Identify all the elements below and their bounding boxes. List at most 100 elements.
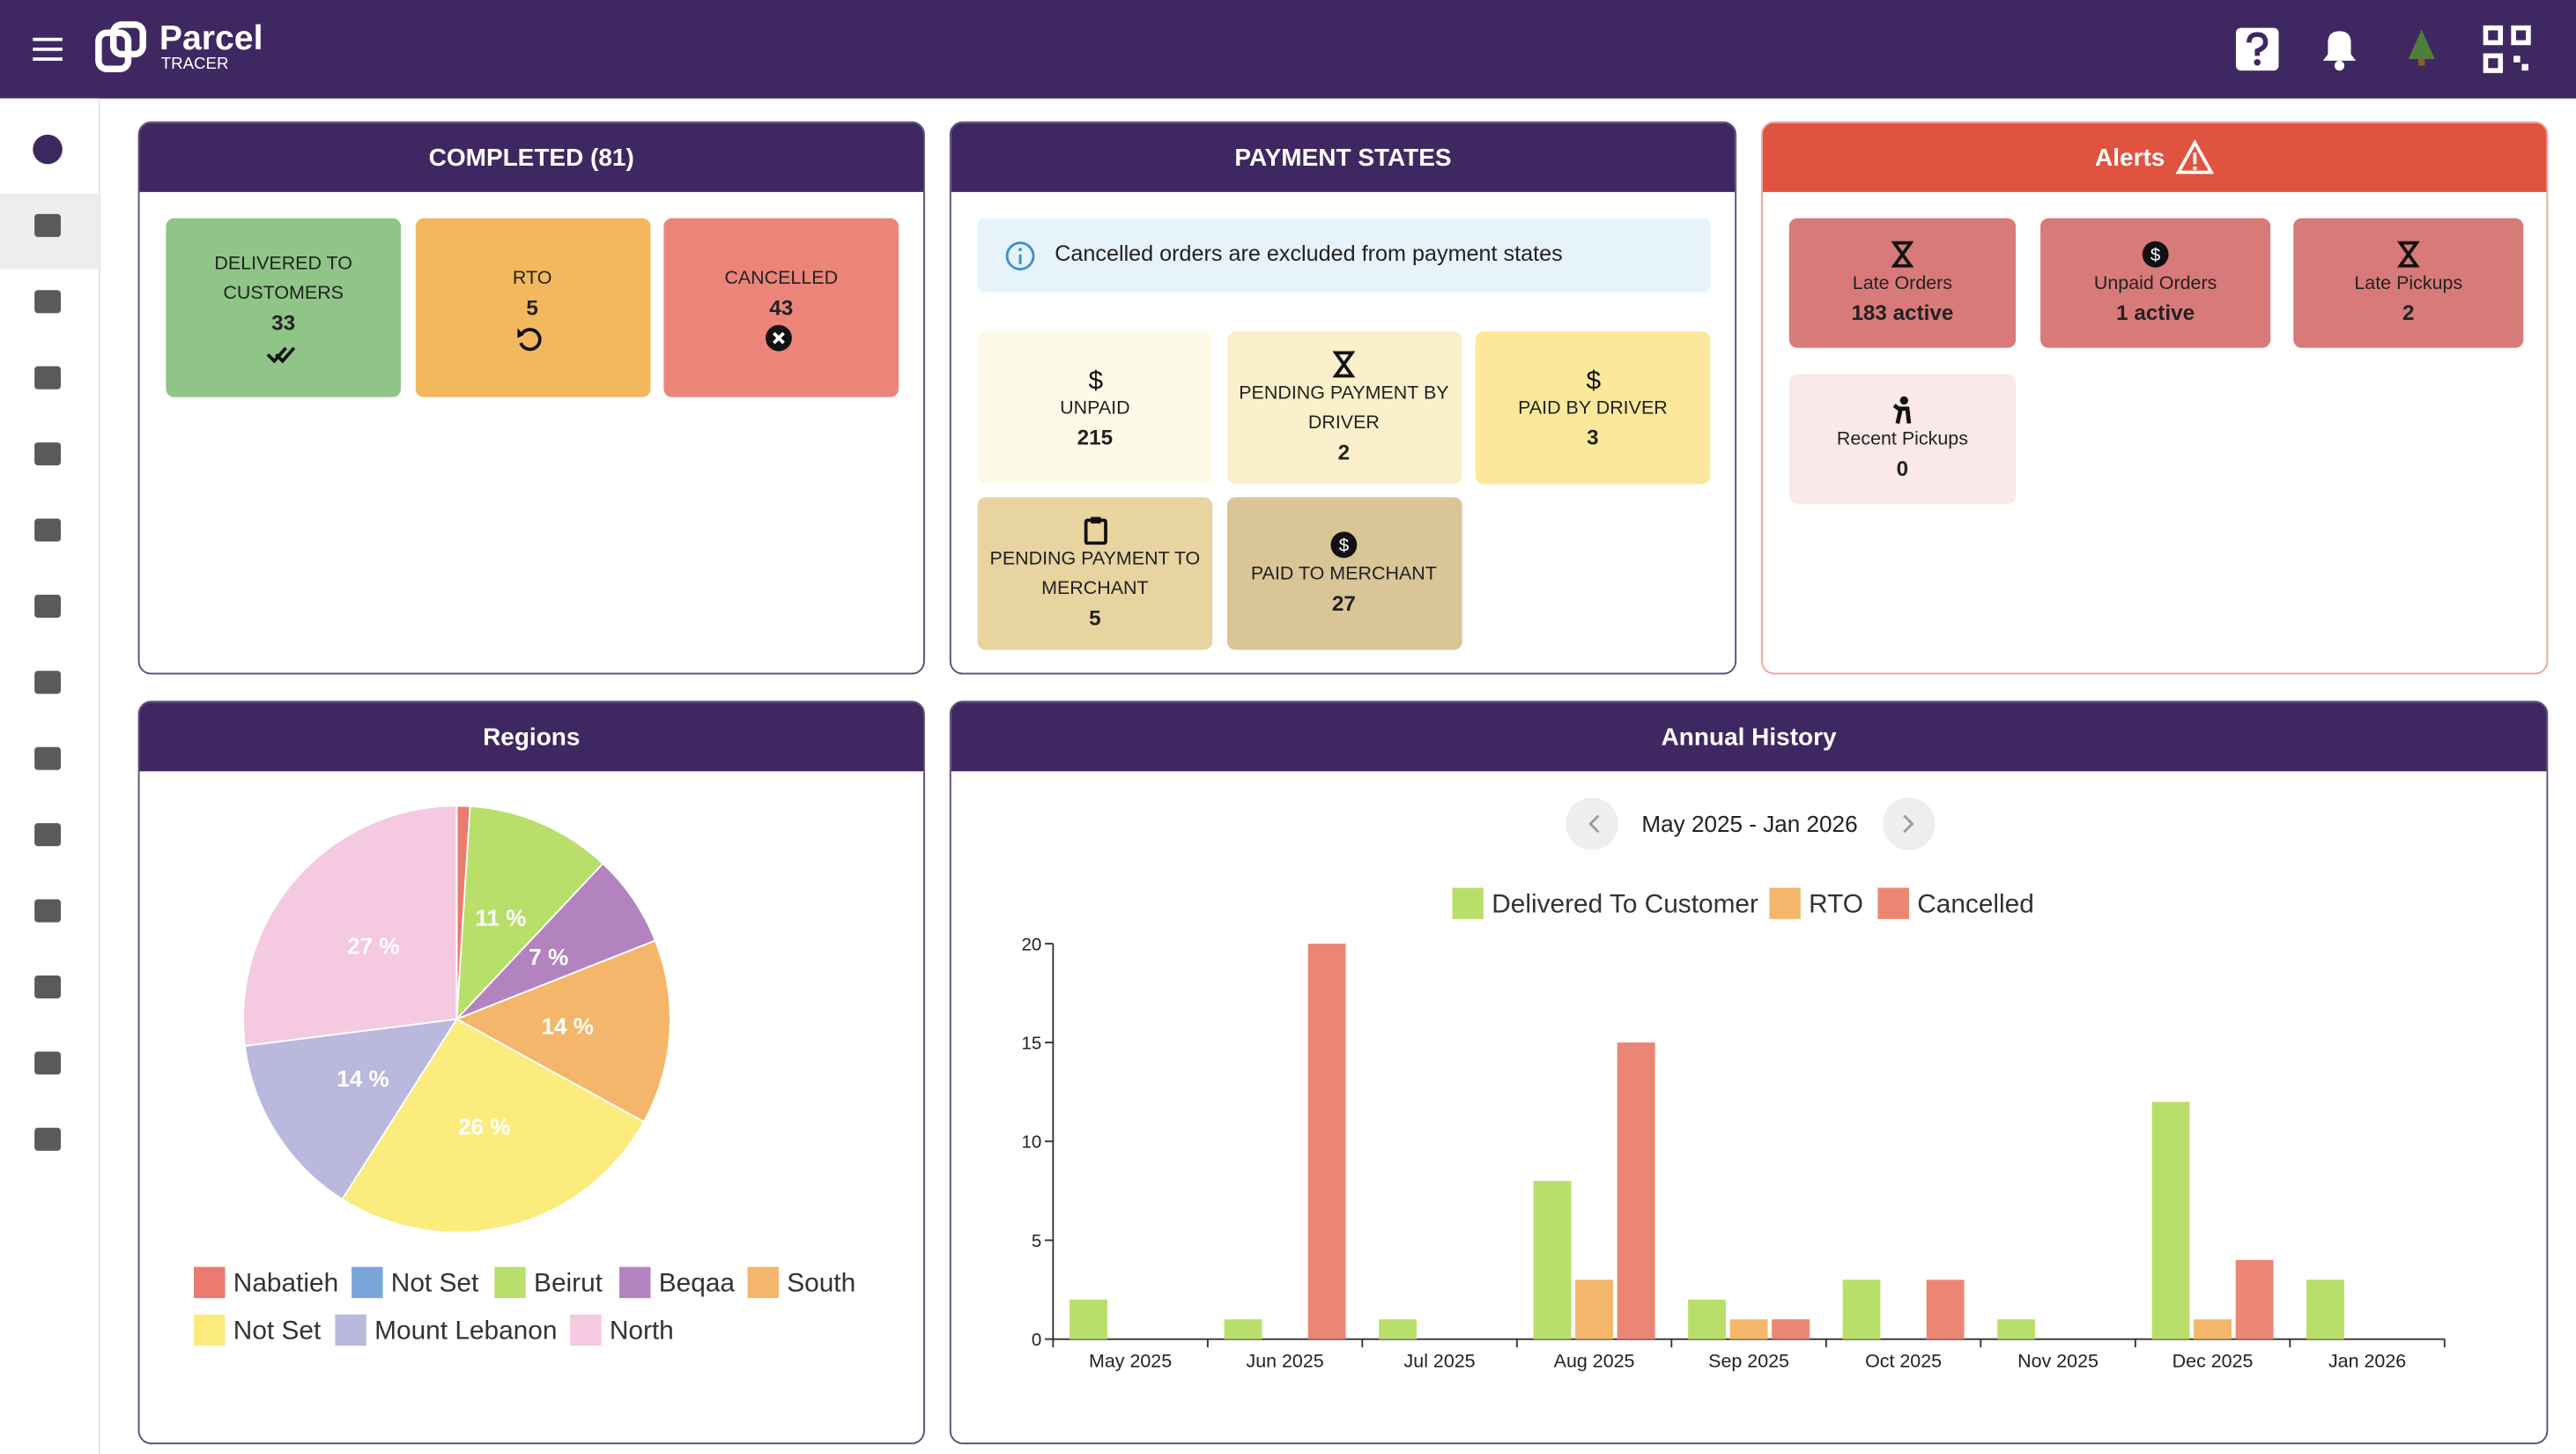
tile-value: 215 (1077, 424, 1114, 449)
nav-icon (33, 134, 63, 165)
card-header: Alerts (1762, 122, 2547, 192)
tile-icon (2396, 240, 2420, 267)
bar (2235, 1259, 2274, 1339)
legend-swatch (1877, 887, 1909, 919)
tile-value: 5 (526, 294, 538, 320)
bar (1926, 1280, 1965, 1339)
brand-sub: TRACER (160, 56, 229, 74)
card-title: COMPLETED (81) (428, 143, 634, 172)
nav-item[interactable] (34, 442, 61, 466)
tile-icon (265, 345, 295, 363)
tile-label: PAID TO MERCHANT (1250, 563, 1437, 584)
legend-label: Cancelled (1917, 889, 2034, 918)
nav-item[interactable] (34, 975, 61, 999)
tile-icon (1332, 350, 1356, 377)
tree-icon[interactable] (2402, 26, 2441, 69)
y-tick-label: 0 (1032, 1330, 1041, 1350)
pie-slice (455, 939, 671, 1124)
nav-item[interactable] (34, 899, 61, 923)
bar (1688, 1299, 1726, 1339)
tile-value: 0 (1896, 455, 1909, 480)
card: COMPLETED (81) DELIVERED TO CUSTOMERS 33 RT… (137, 121, 925, 675)
x-tick-label: Jan 2026 (2328, 1350, 2406, 1371)
nav-item[interactable] (34, 1127, 61, 1151)
tile-icon (1083, 516, 1107, 545)
legend-swatch (352, 1266, 383, 1299)
card: Annual History May 2025 - Jan 2026 Deliver… (949, 701, 2549, 1444)
stat-tile: PENDING PAYMENT BY DRIVER 2 (1226, 331, 1462, 485)
sidebar (0, 98, 100, 1454)
y-tick-label: 10 (1021, 1132, 1041, 1153)
stat-tile: Late Pickups 2 (2293, 218, 2524, 348)
pie-chart: 11 %7 % 14 % 26 % 14 % 27 % Nabatieh Not Set Be… (194, 805, 855, 1346)
card-header: PAYMENT STATES (951, 122, 1736, 192)
bar (2151, 1102, 2190, 1339)
svg-text:$: $ (1088, 365, 1103, 393)
tile-label: Recent Pickups (1836, 428, 1968, 449)
tile-label: PENDING PAYMENT BY DRIVER (1239, 382, 1449, 433)
legend-swatch (747, 1266, 779, 1299)
notifications-button[interactable] (2316, 25, 2362, 74)
stat-tile: DELIVERED TO CUSTOMERS 33 (166, 218, 402, 397)
menu-button[interactable] (30, 33, 66, 65)
stat-tile: Recent Pickups 0 (1788, 374, 2017, 504)
nav-item[interactable] (34, 213, 61, 237)
bar (2194, 1319, 2232, 1339)
tile-icon: $ (1586, 365, 1601, 393)
tile-label: DELIVERED TO CUSTOMERS (214, 253, 352, 303)
nav-icon (34, 671, 61, 694)
svg-text:$: $ (2150, 244, 2161, 264)
legend-label: North (610, 1317, 674, 1346)
nav-item[interactable] (34, 671, 61, 694)
tile-value: 27 (1331, 590, 1356, 615)
nav-item[interactable] (33, 134, 63, 165)
legend-swatch (335, 1314, 366, 1346)
tile-icon: $ (1330, 530, 1358, 558)
qr-button[interactable] (2481, 23, 2534, 76)
pie-slice (455, 862, 657, 1020)
x-tick-label: Jun 2025 (1246, 1350, 1323, 1371)
nav-item[interactable] (34, 594, 61, 618)
bar (1533, 1181, 1572, 1339)
nav-item[interactable] (34, 518, 61, 542)
card-header: Annual History (951, 702, 2547, 772)
nav-item[interactable] (34, 746, 61, 770)
pie-slice (243, 1018, 459, 1201)
stat-tile: CANCELLED 43 (663, 218, 899, 397)
info-icon (1005, 241, 1035, 271)
bar-chart: May 2025 - Jan 2026 Delivered To Customer… (1021, 797, 2446, 1371)
pie-slice (341, 1018, 646, 1234)
logo (95, 21, 146, 72)
tile-value: 3 (1587, 424, 1599, 449)
nav-icon (34, 366, 61, 389)
help-button[interactable] (2234, 26, 2280, 72)
nav-item[interactable] (34, 290, 61, 314)
tile-icon (1892, 395, 1912, 424)
tile-value: 33 (271, 309, 296, 334)
nav-item[interactable] (34, 823, 61, 847)
legend-label: Not Set (391, 1269, 479, 1298)
x-tick-label: Sep 2025 (1708, 1350, 1789, 1371)
svg-text:$: $ (1339, 535, 1350, 555)
legend-label: Beirut (534, 1269, 603, 1298)
tile-icon (765, 323, 791, 351)
card-title: Regions (483, 723, 581, 752)
next-button[interactable] (1883, 797, 1936, 850)
tile-label: CANCELLED (724, 268, 839, 288)
legend-swatch (194, 1266, 226, 1299)
nav-icon (34, 899, 61, 923)
y-tick-label: 20 (1021, 934, 1041, 954)
nav-item[interactable] (34, 1051, 61, 1075)
legend-label: Nabatieh (233, 1269, 338, 1298)
next-arrow (1903, 814, 1914, 834)
legend-label: South (787, 1269, 855, 1298)
legend-swatch (194, 1314, 226, 1346)
date-range: May 2025 - Jan 2026 (1641, 811, 1857, 837)
card-title: PAYMENT STATES (1234, 143, 1452, 172)
nav-icon (34, 290, 61, 314)
nav-item[interactable] (34, 366, 61, 389)
stat-tile: RTO 5 (414, 218, 650, 397)
card-title: Annual History (1661, 723, 1837, 752)
